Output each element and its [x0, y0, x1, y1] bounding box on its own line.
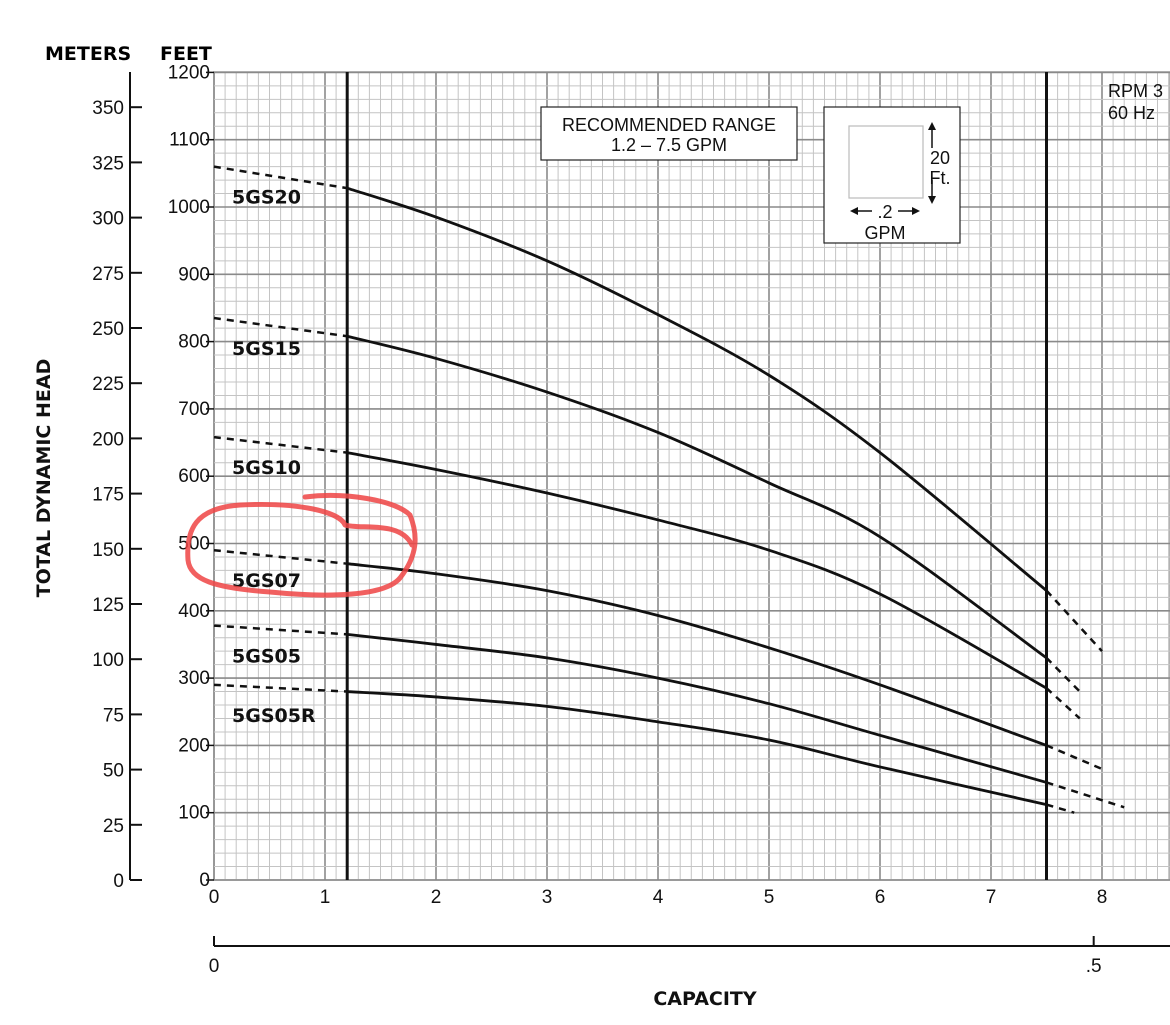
feet-axis-header: FEET [160, 43, 212, 65]
meters-tick-label: 25 [103, 816, 124, 837]
curve-label-5gs05r: 5GS05R [232, 705, 316, 727]
meters-tick-label: 350 [92, 98, 124, 119]
pump-curves [213, 165, 1125, 814]
gpm-tick-label: 2 [431, 887, 442, 908]
hz-label: 60 Hz [1108, 103, 1155, 123]
curve-5gs20-dashed-right [1045, 589, 1103, 653]
curve-5gs20 [346, 186, 1048, 592]
curve-5gs07 [347, 562, 1047, 747]
curve-5gs07-dashed-left [213, 548, 348, 565]
curve-5gs05r-dashed-right [1046, 803, 1075, 814]
curve-5gs10 [346, 451, 1048, 690]
curve-label-5gs07: 5GS07 [232, 570, 301, 592]
meters-tick-label: 75 [103, 705, 124, 726]
gpm-tick-label: 5 [764, 887, 775, 908]
scale-key-box: 20 Ft. .2 GPM [823, 106, 961, 244]
feet-tick-label: 700 [178, 399, 210, 420]
feet-tick-label: 0 [199, 870, 210, 891]
curve-5gs05 [347, 632, 1047, 784]
meters-tick-label: 0 [113, 871, 124, 892]
recommended-range-box: RECOMMENDED RANGE 1.2 – 7.5 GPM [540, 106, 798, 161]
curve-5gs05-dashed-right [1046, 781, 1125, 809]
rpm-label: RPM 3 [1108, 81, 1163, 101]
curve-5gs15-dashed-right [1045, 657, 1081, 693]
meters-tick-label: 300 [92, 209, 124, 230]
recommended-range-values: 1.2 – 7.5 GPM [611, 135, 727, 155]
curve-5gs20-dashed-left [213, 165, 348, 190]
meters-tick-label: 125 [92, 595, 124, 616]
feet-tick-label: 1200 [168, 62, 210, 83]
curve-5gs10-dashed-left [213, 435, 348, 454]
feet-tick-label: 400 [178, 601, 210, 622]
meters-tick-label: 200 [92, 429, 124, 450]
meters-tick-label: 100 [92, 650, 124, 671]
tick-labels: 0100200300400500600700800900100011001200… [92, 62, 1108, 977]
curve-label-5gs15: 5GS15 [232, 338, 301, 360]
scale-key-width: .2 [877, 202, 892, 222]
curve-labels: 5GS20 5GS15 5GS10 5GS07 5GS05 5GS05R [232, 187, 316, 727]
curve-5gs07-dashed-right [1046, 744, 1103, 771]
gpm-tick-label: 0 [209, 887, 220, 908]
meters-axis-header: METERS [45, 43, 131, 65]
feet-tick-label: 1100 [169, 130, 210, 151]
meters-tick-label: 50 [103, 761, 124, 782]
meters-tick-label: 150 [92, 540, 124, 561]
chart-grid [213, 71, 1170, 881]
feet-tick-label: 1000 [168, 197, 210, 218]
curve-5gs15 [346, 334, 1048, 660]
recommended-range-title: RECOMMENDED RANGE [562, 115, 776, 135]
gpm-tick-label: 4 [653, 887, 664, 908]
gpm-tick-label: 6 [875, 887, 886, 908]
feet-tick-label: 900 [178, 264, 210, 285]
curve-label-5gs10: 5GS10 [232, 457, 301, 479]
red-annotation-circle [185, 493, 418, 598]
gpm-tick-label: 7 [986, 887, 997, 908]
gpm-tick-label: 3 [542, 887, 553, 908]
feet-tick-label: 300 [178, 668, 210, 689]
curve-5gs10-dashed-right [1045, 687, 1081, 720]
meters-tick-label: 275 [92, 264, 124, 285]
feet-tick-label: 200 [178, 735, 210, 756]
meters-tick-label: 225 [92, 374, 124, 395]
meters-tick-label: 175 [92, 485, 124, 506]
chart-axes [129, 71, 1170, 947]
gpm-tick-label: 8 [1097, 887, 1108, 908]
curve-label-5gs20: 5GS20 [232, 187, 301, 209]
feet-tick-label: 800 [178, 332, 210, 353]
curve-label-5gs05: 5GS05 [232, 646, 301, 668]
feet-tick-label: 100 [178, 803, 210, 824]
scale-key-height: 20 [930, 148, 950, 168]
lps-tick-label: 0 [209, 956, 220, 977]
curve-5gs05r [347, 690, 1047, 806]
feet-tick-label: 500 [178, 534, 210, 555]
curve-5gs05-dashed-left [213, 624, 348, 636]
curve-5gs15-dashed-left [213, 316, 348, 338]
scale-key-height-unit: Ft. [930, 168, 951, 188]
scale-key-width-unit: GPM [864, 223, 905, 243]
y-axis-title: TOTAL DYNAMIC HEAD [33, 359, 55, 598]
meters-tick-label: 250 [92, 319, 124, 340]
feet-tick-label: 600 [178, 466, 210, 487]
x-axis-title: CAPACITY [653, 988, 757, 1010]
curve-5gs05r-dashed-left [213, 683, 348, 693]
meters-tick-label: 325 [92, 153, 124, 174]
gpm-tick-label: 1 [320, 887, 331, 908]
lps-tick-label: .5 [1086, 956, 1102, 977]
